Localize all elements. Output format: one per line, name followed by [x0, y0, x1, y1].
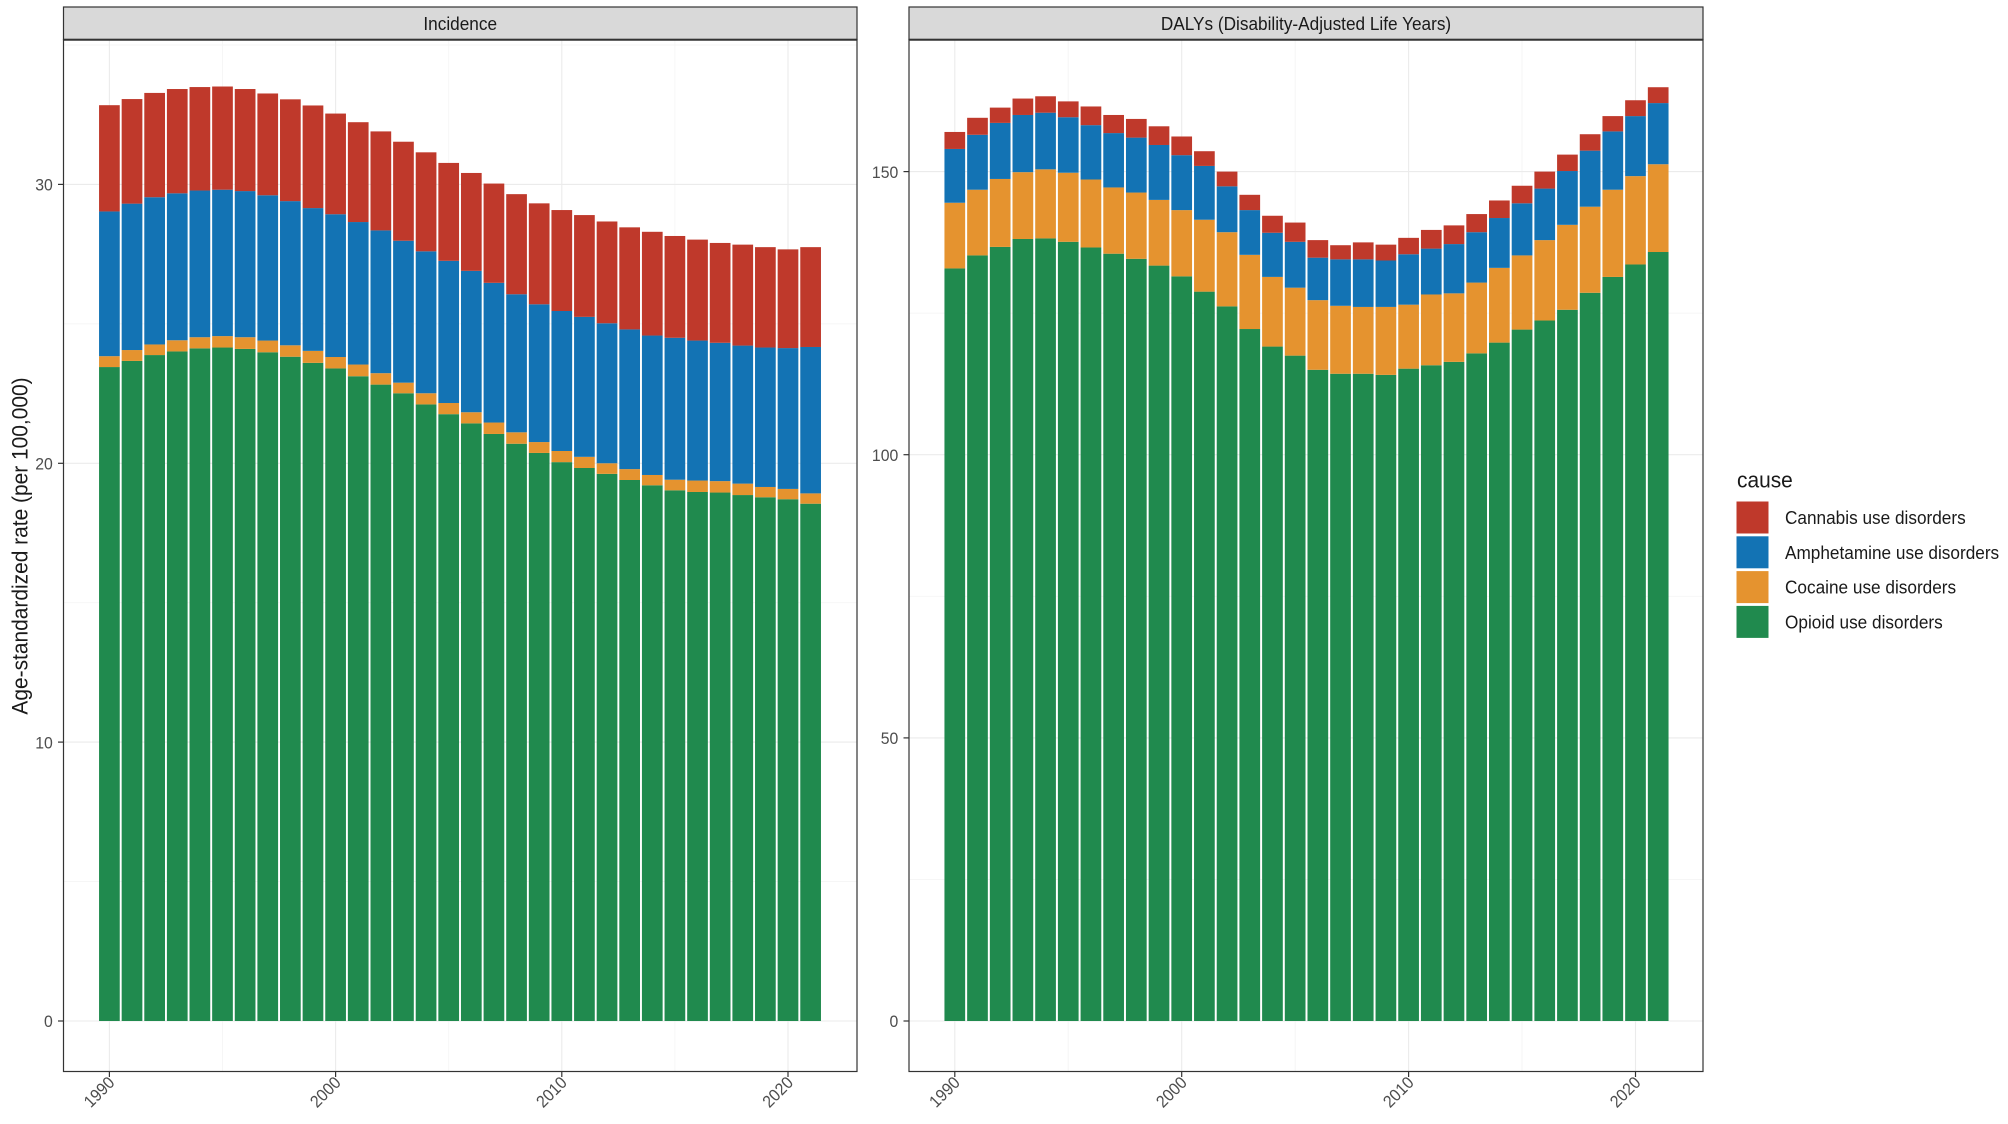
- svg-text:Incidence: Incidence: [423, 14, 497, 35]
- svg-text:20: 20: [35, 455, 53, 474]
- svg-text:DALYs (Disability-Adjusted Lif: DALYs (Disability-Adjusted Life Years): [1161, 14, 1451, 35]
- svg-text:Amphetamine use disorders: Amphetamine use disorders: [1785, 542, 1999, 563]
- svg-text:150: 150: [872, 163, 898, 182]
- svg-text:Opioid use disorders: Opioid use disorders: [1785, 612, 1943, 633]
- svg-text:Age-standardized rate (per 100: Age-standardized rate (per 100,000): [7, 377, 33, 714]
- svg-text:50: 50: [881, 730, 899, 749]
- svg-text:Cannabis use disorders: Cannabis use disorders: [1785, 508, 1966, 529]
- svg-text:cause: cause: [1737, 467, 1793, 493]
- svg-text:10: 10: [35, 734, 53, 753]
- svg-text:0: 0: [890, 1013, 899, 1032]
- svg-text:Cocaine use disorders: Cocaine use disorders: [1785, 577, 1956, 598]
- svg-text:30: 30: [35, 176, 53, 195]
- svg-text:100: 100: [872, 446, 898, 465]
- svg-text:0: 0: [44, 1013, 53, 1032]
